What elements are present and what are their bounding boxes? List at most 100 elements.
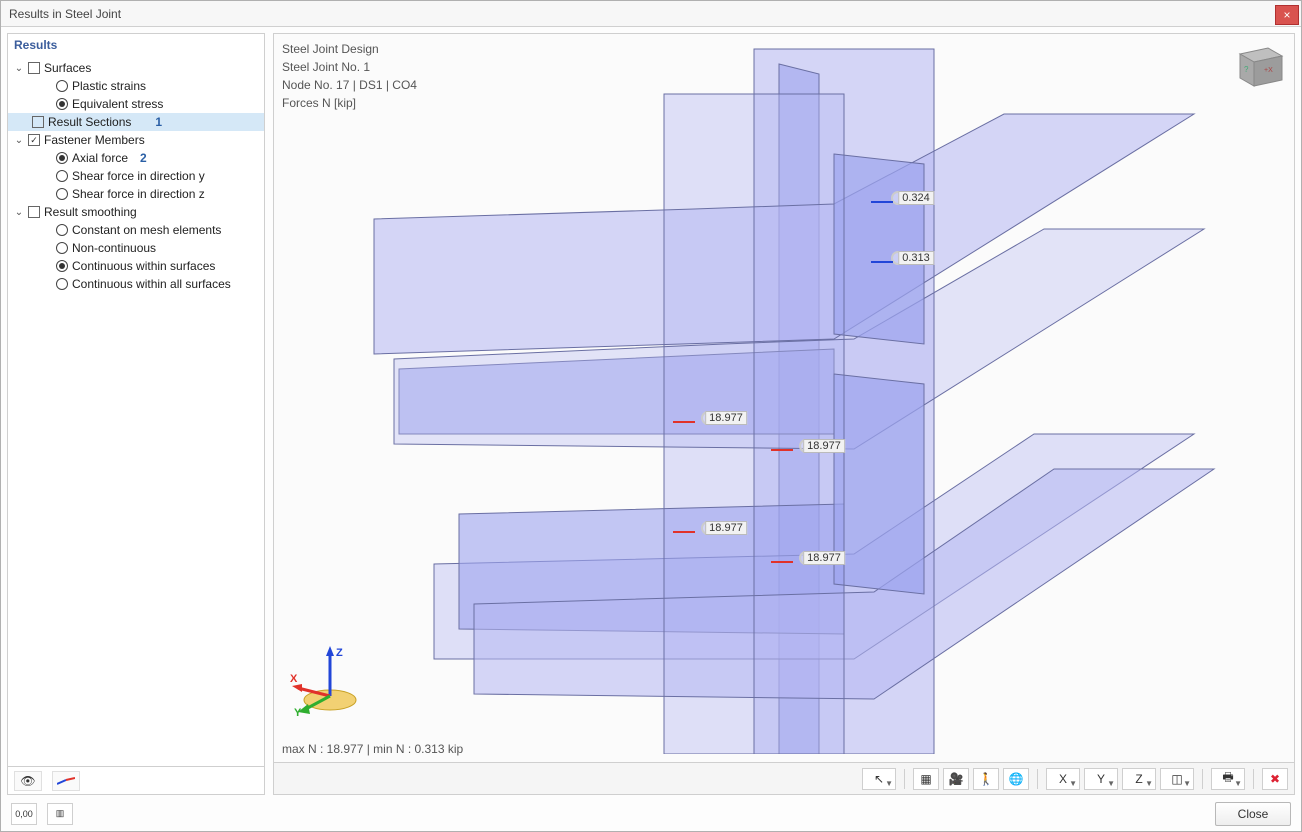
toolbar-separator (1202, 769, 1203, 789)
chevron-down-icon: ▼ (1183, 779, 1191, 788)
force-value-label: 0.313 (898, 251, 934, 265)
tree-fastener-axial[interactable]: Axial force 2 (8, 149, 264, 167)
radio-non-continuous[interactable] (56, 242, 68, 254)
axis-y-icon[interactable]: Y▼ (1084, 768, 1118, 790)
force-tick (771, 561, 793, 563)
svg-text:Z: Z (336, 647, 343, 659)
tree-label: Result Sections (48, 115, 131, 129)
radio-plastic-strains[interactable] (56, 80, 68, 92)
axis-y-icon: Y (1097, 772, 1105, 786)
close-button-label: Close (1238, 807, 1269, 821)
axis-z-icon: Z (1135, 772, 1142, 786)
svg-text:+X: +X (1264, 67, 1273, 74)
checkbox-smoothing[interactable] (28, 206, 40, 218)
axis-gizmo: Z X Y (290, 646, 370, 716)
tree-smoothing-contall[interactable]: Continuous within all surfaces (8, 275, 264, 293)
svg-text:Y: Y (294, 707, 302, 716)
iso-view-icon: ◫ (1171, 772, 1182, 786)
footer-left: 0,00 ▥ (11, 803, 73, 825)
force-tick (673, 531, 695, 533)
sidebar: Results ⌄ Surfaces Plastic strains Equiv… (7, 33, 265, 795)
tree-smoothing-constant[interactable]: Constant on mesh elements (8, 221, 264, 239)
force-tick (673, 421, 695, 423)
units-icon: 0,00 (15, 809, 33, 819)
checkbox-fastener[interactable] (28, 134, 40, 146)
radio-equivalent-stress[interactable] (56, 98, 68, 110)
chevron-down-icon: ▼ (1069, 779, 1077, 788)
radio-axial-force[interactable] (56, 152, 68, 164)
toolbar-separator (904, 769, 905, 789)
print-icon[interactable]: 🖶▼ (1211, 768, 1245, 790)
display-options-icon[interactable]: ▦ (913, 768, 939, 790)
content-area: Results ⌄ Surfaces Plastic strains Equiv… (1, 27, 1301, 795)
close-button[interactable]: Close (1215, 802, 1291, 826)
force-value-label: 18.977 (705, 521, 747, 535)
steel-joint-model (274, 34, 1294, 754)
radio-shear-y[interactable] (56, 170, 68, 182)
eye-icon: 👁 (20, 774, 35, 788)
radio-constant-mesh[interactable] (56, 224, 68, 236)
radio-continuous-all[interactable] (56, 278, 68, 290)
svg-text:?: ? (1244, 65, 1249, 74)
units-icon[interactable]: 0,00 (11, 803, 37, 825)
axis-x-icon[interactable]: X▼ (1046, 768, 1080, 790)
tree-smoothing-contsurf[interactable]: Continuous within surfaces (8, 257, 264, 275)
tree-surfaces-eqstress[interactable]: Equivalent stress (8, 95, 264, 113)
checkbox-result-sections[interactable] (32, 116, 44, 128)
viewport-summary: max N : 18.977 | min N : 0.313 kip (282, 742, 463, 756)
tree-fastener-sheary[interactable]: Shear force in direction y (8, 167, 264, 185)
chevron-down-icon: ▼ (1234, 779, 1242, 788)
annotation-number: 2 (140, 151, 147, 165)
close-icon: × (1283, 8, 1290, 22)
cursor-icon: ↖ (874, 772, 884, 786)
tab-visibility[interactable]: 👁 (14, 771, 42, 791)
results-tree: ⌄ Surfaces Plastic strains Equivalent st… (8, 57, 264, 766)
force-value-label: 18.977 (803, 551, 845, 565)
force-line-icon (57, 776, 75, 786)
nav-cube[interactable]: ? +X (1228, 42, 1286, 90)
force-value-label: 18.977 (705, 411, 747, 425)
tree-label: Surfaces (44, 61, 91, 75)
tree-fastener[interactable]: ⌄ Fastener Members (8, 131, 264, 149)
svg-text:X: X (290, 673, 298, 685)
tree-label: Shear force in direction y (72, 169, 205, 183)
chevron-down-icon: ▼ (1107, 779, 1115, 788)
window-close-button[interactable]: × (1275, 5, 1299, 25)
force-value-label: 0.324 (898, 191, 934, 205)
radio-shear-z[interactable] (56, 188, 68, 200)
chevron-down-icon: ▼ (1145, 779, 1153, 788)
force-value-label: 18.977 (803, 439, 845, 453)
checkbox-surfaces[interactable] (28, 62, 40, 74)
axis-z-icon[interactable]: Z▼ (1122, 768, 1156, 790)
iso-view-icon[interactable]: ◫▼ (1160, 768, 1194, 790)
toolbar-separator (1037, 769, 1038, 789)
tree-fastener-shearz[interactable]: Shear force in direction z (8, 185, 264, 203)
camera-icon[interactable]: 🎥 (943, 768, 969, 790)
tree-label: Axial force (72, 151, 128, 165)
tree-surfaces-plastic[interactable]: Plastic strains (8, 77, 264, 95)
viewport-3d[interactable]: Steel Joint Design Steel Joint No. 1 Nod… (273, 33, 1295, 763)
tree-label: Continuous within surfaces (72, 259, 215, 273)
tree-smoothing-noncont[interactable]: Non-continuous (8, 239, 264, 257)
caret-icon[interactable]: ⌄ (12, 207, 26, 218)
cancel-icon[interactable]: ✖ (1262, 768, 1288, 790)
tree-label: Constant on mesh elements (72, 223, 221, 237)
camera-icon: 🎥 (949, 772, 964, 786)
radio-continuous-surfaces[interactable] (56, 260, 68, 272)
tree-surfaces[interactable]: ⌄ Surfaces (8, 59, 264, 77)
tree-label: Equivalent stress (72, 97, 163, 111)
caret-icon[interactable]: ⌄ (12, 63, 26, 74)
tab-forces[interactable] (52, 771, 80, 791)
tree-result-sections[interactable]: Result Sections 1 (8, 113, 264, 131)
person-icon[interactable]: 🚶 (973, 768, 999, 790)
config-icon[interactable]: ▥ (47, 803, 73, 825)
titlebar: Results in Steel Joint × (1, 1, 1301, 27)
force-tick (871, 201, 893, 203)
globe-icon[interactable]: 🌐 (1003, 768, 1029, 790)
annotation-number: 1 (155, 115, 162, 129)
app-window: Results in Steel Joint × Results ⌄ Surfa… (0, 0, 1302, 832)
caret-icon[interactable]: ⌄ (12, 135, 26, 146)
cursor-icon[interactable]: ↖▼ (862, 768, 896, 790)
tree-smoothing[interactable]: ⌄ Result smoothing (8, 203, 264, 221)
sidebar-header: Results (8, 34, 264, 57)
